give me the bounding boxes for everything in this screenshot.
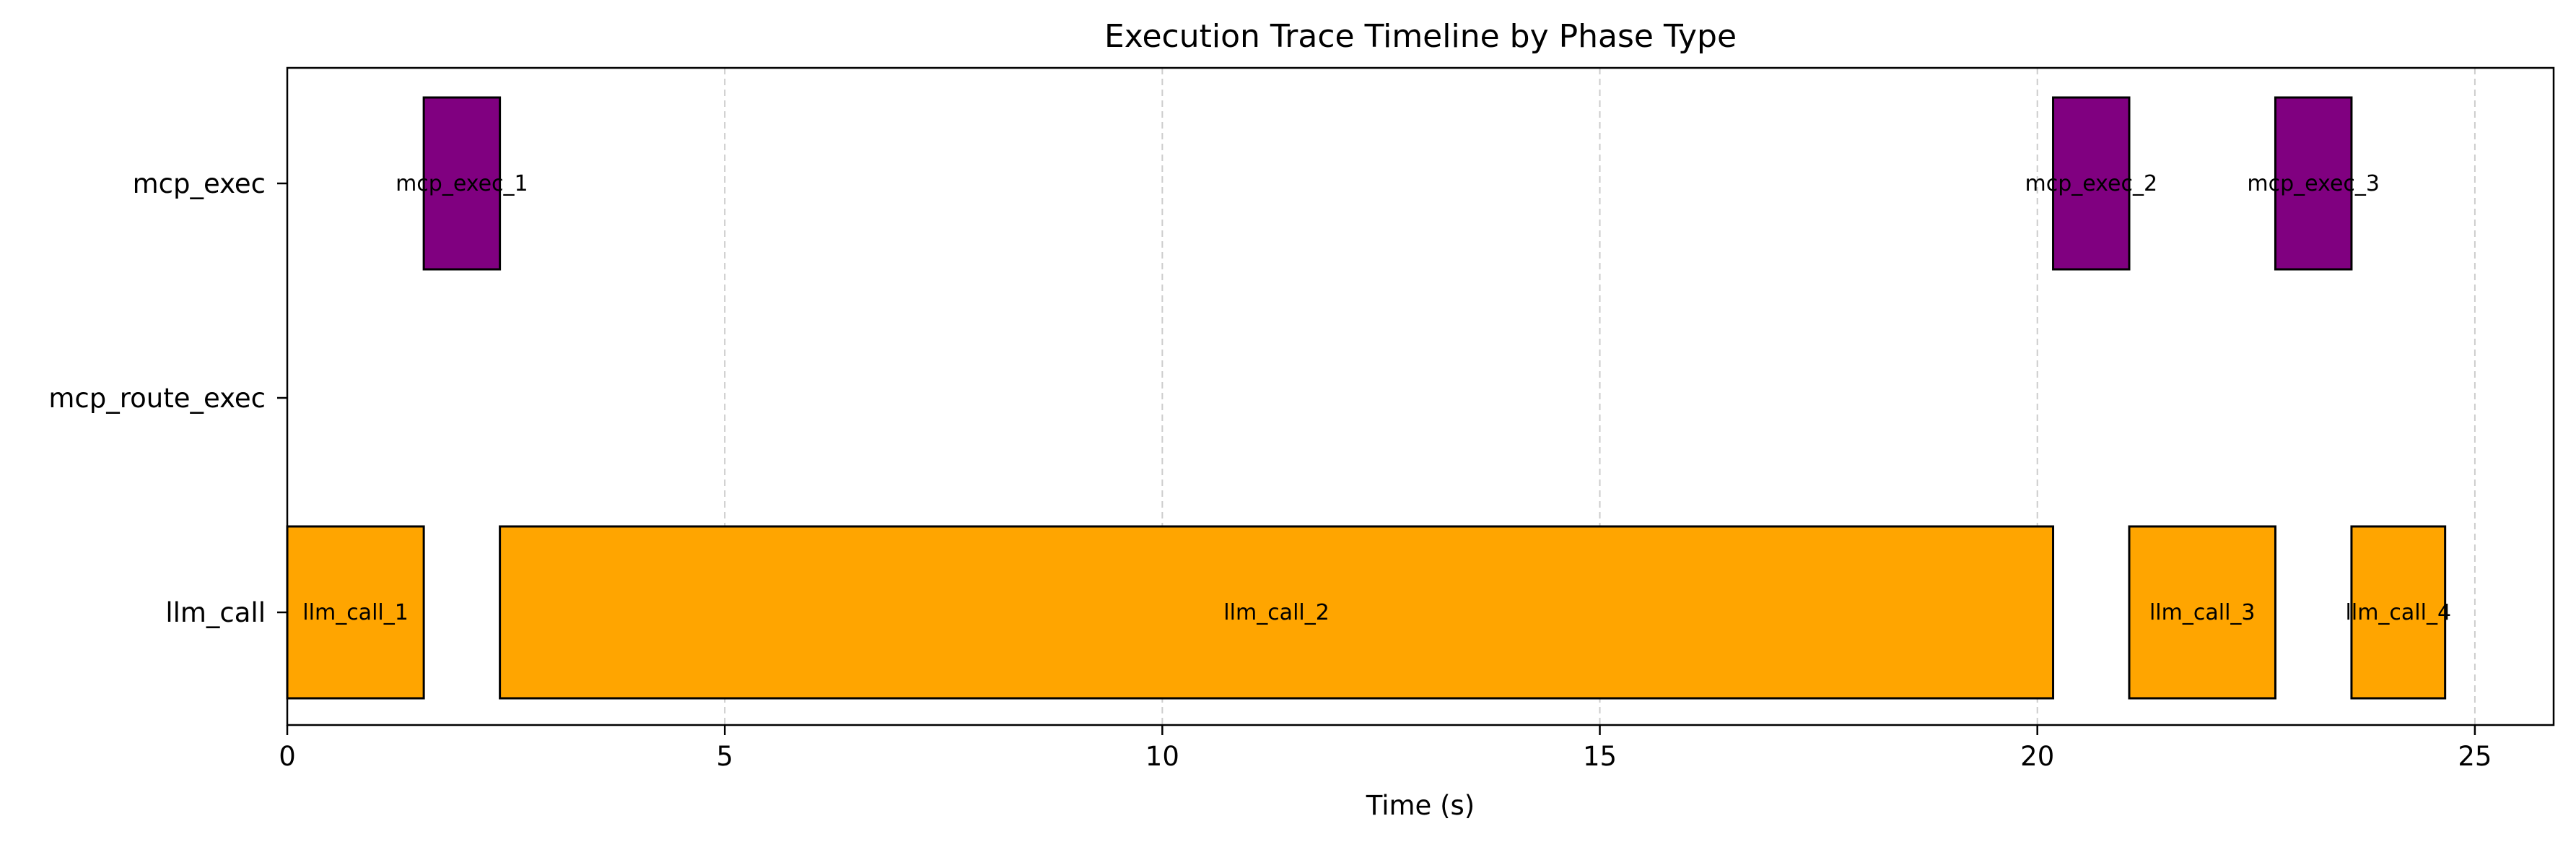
bar-labels-layer: mcp_exec_1 mcp_exec_2 mcp_exec_3 llm_call_1… <box>302 171 2451 625</box>
bar-label: llm_call_1 <box>302 600 409 625</box>
bar-label: mcp_exec_2 <box>2025 171 2157 196</box>
y-tick-label: mcp_exec <box>133 168 266 199</box>
x-axis-ticks: 0 5 10 15 20 25 <box>279 725 2492 772</box>
bar-label: llm_call_2 <box>1223 600 1330 625</box>
bar-llm_call_4 <box>2350 525 2447 700</box>
plot-frame <box>286 66 2555 726</box>
bars-layer <box>286 96 2447 700</box>
x-tick-label: 5 <box>716 741 733 772</box>
x-tick-label: 15 <box>1583 741 1617 772</box>
x-tick-label: 10 <box>1145 741 1179 772</box>
bar-llm_call_1 <box>286 525 425 700</box>
bar-llm_call_2 <box>499 525 2055 700</box>
chart-title: Execution Trace Timeline by Phase Type <box>1104 18 1737 55</box>
bar-label: llm_call_4 <box>2346 600 2452 625</box>
bar-label: mcp_exec_1 <box>396 171 528 196</box>
x-tick-label: 0 <box>279 741 296 772</box>
bar-label: mcp_exec_3 <box>2247 171 2380 196</box>
x-tick-label: 20 <box>2020 741 2054 772</box>
y-axis-ticks: mcp_exec mcp_route_exec llm_call <box>48 168 287 628</box>
y-tick-label: mcp_route_exec <box>48 383 266 414</box>
bar-mcp_exec_2 <box>2052 96 2131 271</box>
bar-mcp_exec_3 <box>2274 96 2353 271</box>
bar-label: llm_call_3 <box>2149 600 2256 625</box>
bar-mcp_exec_1 <box>422 96 502 271</box>
bar-llm_call_3 <box>2128 525 2276 700</box>
x-axis-label: Time (s) <box>1366 790 1475 821</box>
y-tick-label: llm_call <box>165 597 266 628</box>
x-tick-label: 25 <box>2458 741 2492 772</box>
